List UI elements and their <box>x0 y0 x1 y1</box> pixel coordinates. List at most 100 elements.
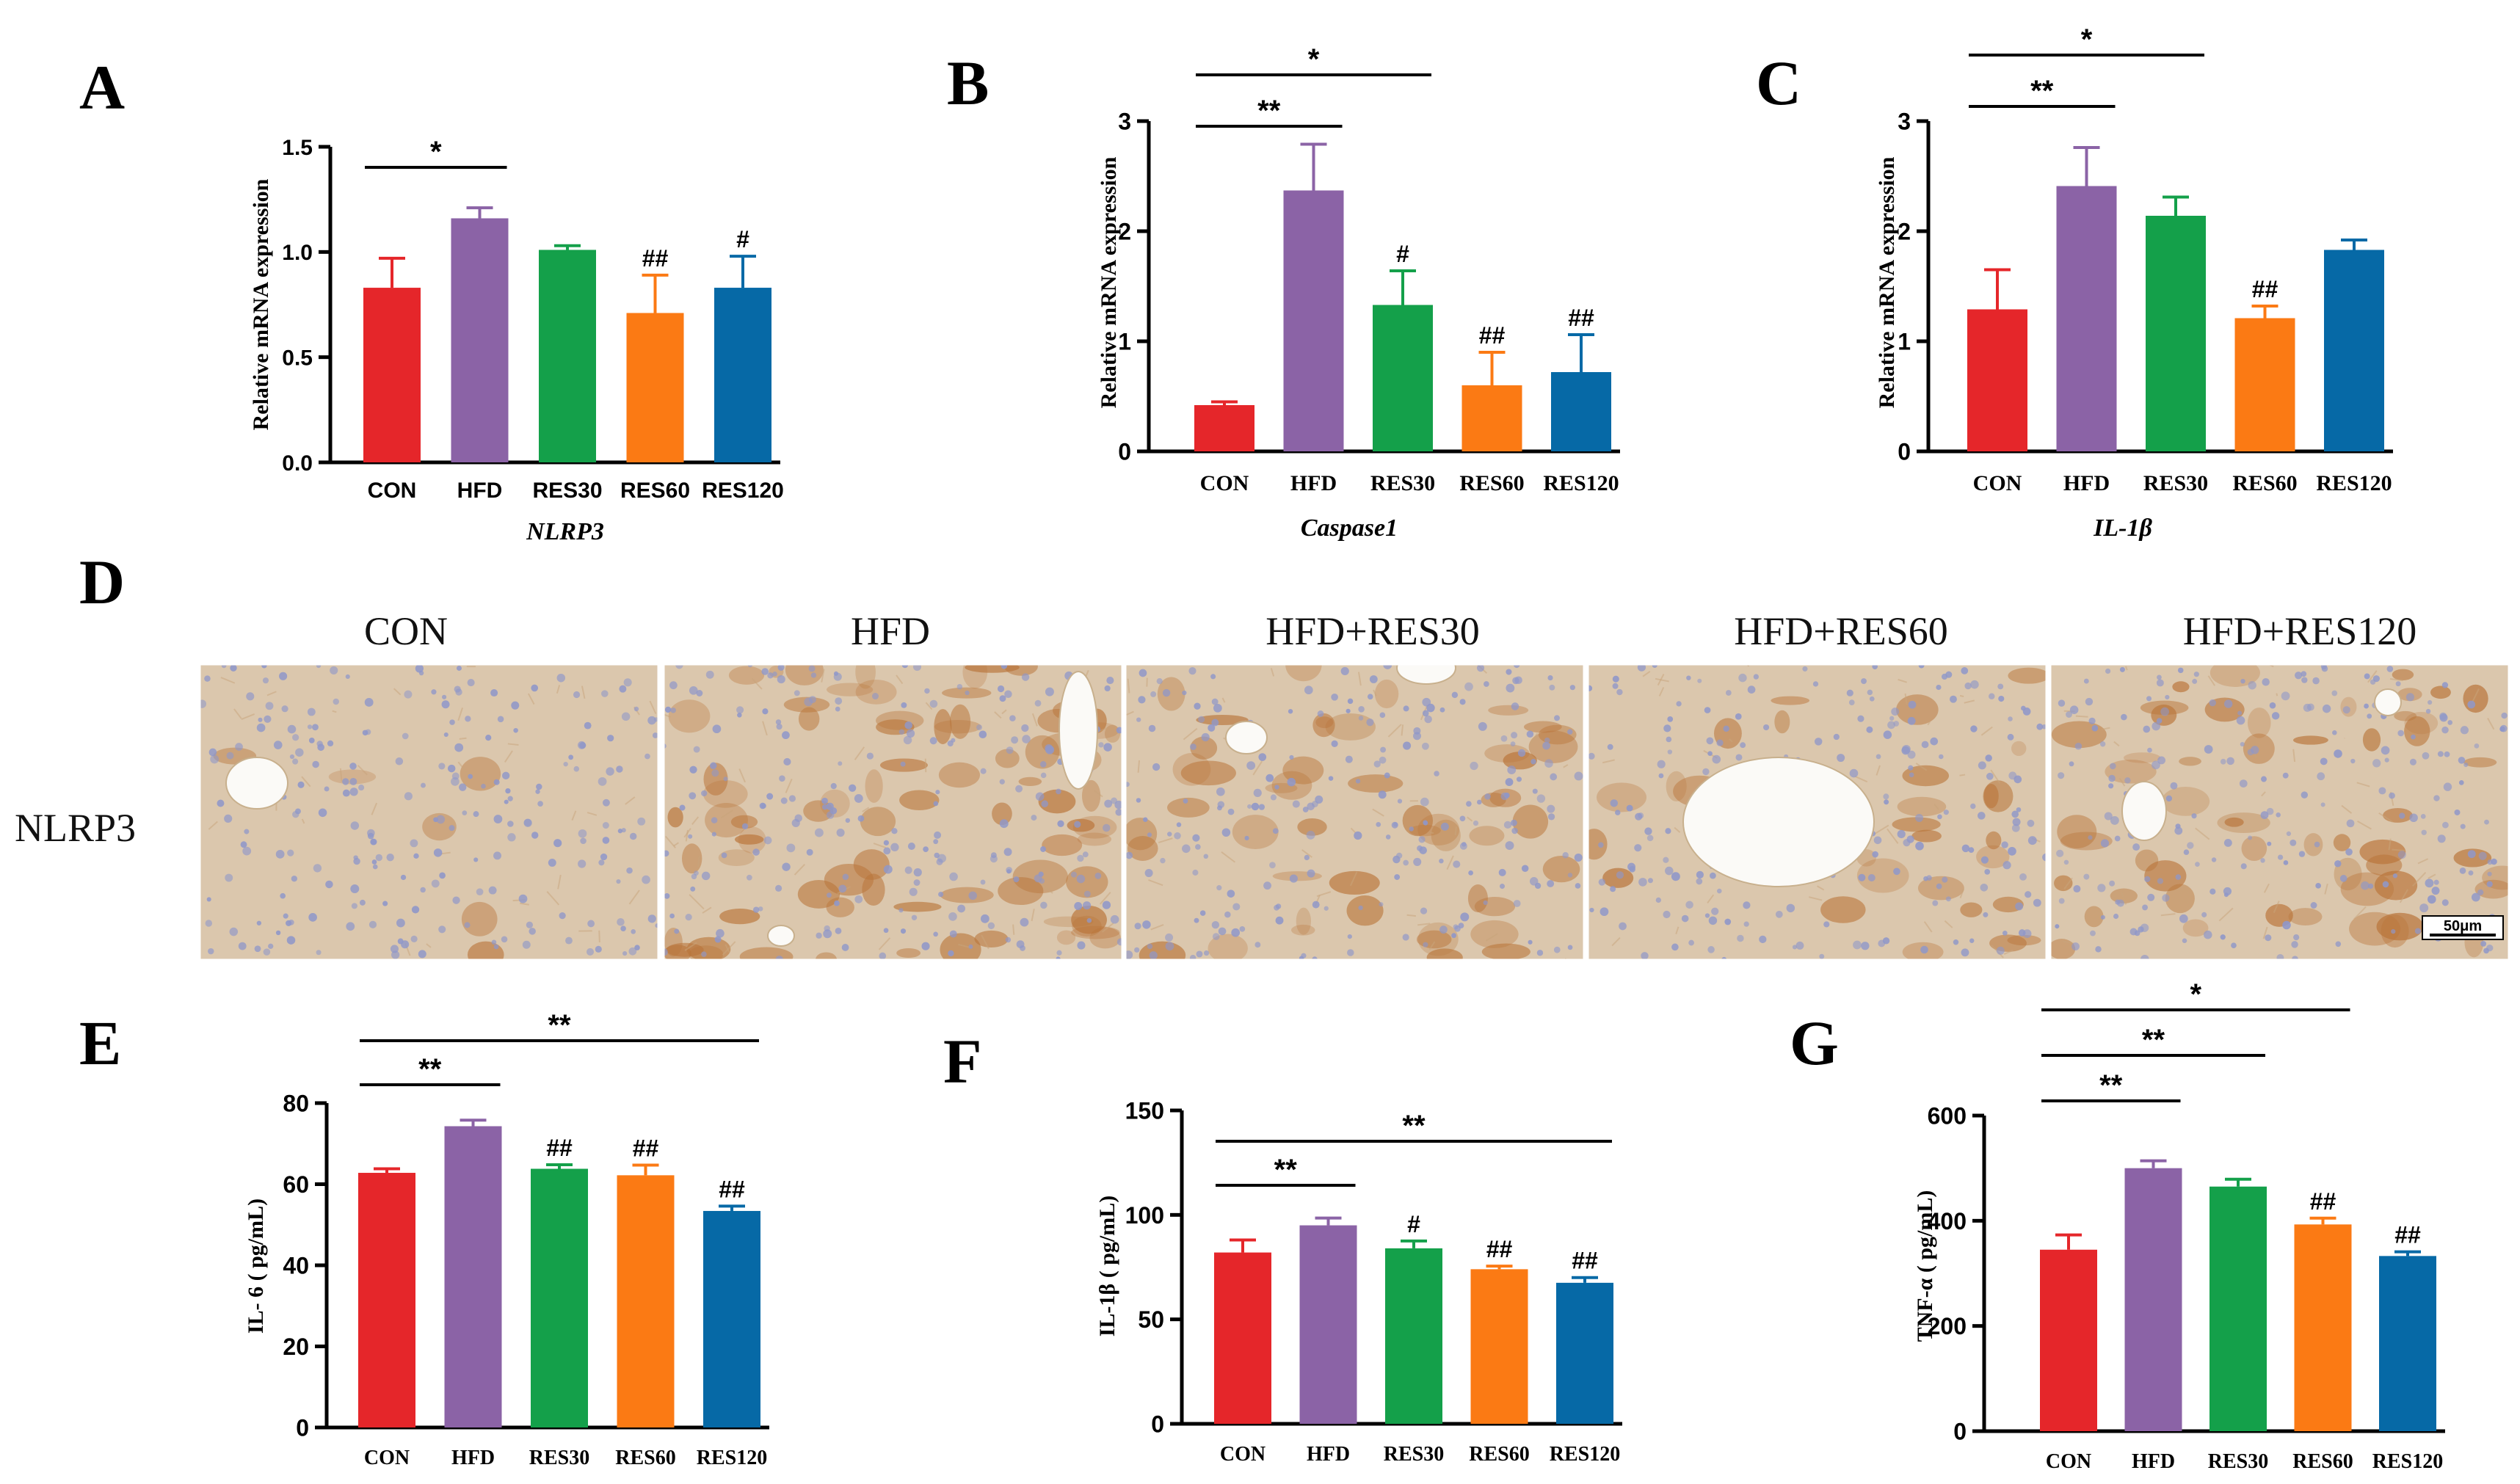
panel-f-letter: F <box>943 1026 982 1096</box>
panel-g-category-label-res30: RES30 <box>2208 1450 2268 1473</box>
panel-b-bar-res60 <box>1461 385 1522 451</box>
panel-f-significance-mark-res30: # <box>1407 1211 1420 1237</box>
panel-e-category-label-res30: RES30 <box>529 1447 589 1469</box>
panel-c-category-label-res60: RES60 <box>2232 471 2297 495</box>
panel-c-significance-label: ** <box>2030 75 2054 107</box>
panel-b-x-axis-label: Caspase1 <box>1301 514 1398 542</box>
panel-b-bar-res120 <box>1551 372 1611 451</box>
panel-a-y-tick-label: 1.0 <box>282 241 313 265</box>
panel-f-bar-hfd <box>1299 1225 1357 1424</box>
panel-c-y-tick-label: 1 <box>1898 329 1911 355</box>
panel-a-bar-hfd <box>451 218 509 462</box>
panel-e-y-tick-label: 60 <box>283 1171 309 1198</box>
panel-a-letter: A <box>79 52 125 123</box>
histology-panel-d: D NLRP3 CON HFD HFD+RES30 HFD+RES60 HFD+… <box>15 547 2510 961</box>
panel-b-bar-con <box>1194 405 1254 451</box>
panel-f-y-tick-label: 50 <box>1138 1306 1164 1333</box>
panel-b-category-label-res30: RES30 <box>1370 471 1435 495</box>
histology-column-label-hfd-res60: HFD+RES60 <box>1734 609 1948 653</box>
panel-g-y-axis-label: TNF-α ( pg/mL) <box>1913 1190 1937 1342</box>
panel-e-significance-mark-res30: ## <box>546 1135 573 1161</box>
panel-c-y-tick-label: 2 <box>1898 219 1911 245</box>
panel-c-y-tick-label: 3 <box>1898 109 1911 135</box>
panel-c-category-label-res30: RES30 <box>2143 471 2208 495</box>
histology-column-label-con: CON <box>364 609 448 653</box>
panel-e-significance-label: ** <box>548 1009 571 1041</box>
histology-column-label-hfd-res120: HFD+RES120 <box>2183 609 2417 653</box>
panel-a-y-tick-label: 0.5 <box>282 346 313 370</box>
panel-f-category-label-hfd: HFD <box>1307 1443 1350 1466</box>
panel-g-bar-res60 <box>2294 1224 2352 1431</box>
micrograph-hfd <box>664 664 1122 960</box>
panel-a-y-tick-label: 1.5 <box>282 136 313 160</box>
panel-g-bar-con <box>2040 1249 2097 1431</box>
panel-c-bar-res30 <box>2146 216 2206 451</box>
panel-c-y-axis-label: Relative mRNA expression <box>1875 156 1899 408</box>
panel-c-category-label-res120: RES120 <box>2316 471 2392 495</box>
panel-a-bar-con <box>363 288 421 462</box>
panel-b-significance-mark-res30: # <box>1396 241 1409 267</box>
panel-g-significance-label: * <box>2190 978 2201 1011</box>
panel-b-y-axis-label: Relative mRNA expression <box>1097 156 1121 408</box>
micrograph-hfd-res60 <box>1588 664 2047 960</box>
panel-a-category-label-res60: RES60 <box>620 479 690 503</box>
panel-e-category-label-con: CON <box>364 1447 410 1469</box>
micrograph-tiles <box>198 663 2510 961</box>
panel-b-bar-res30 <box>1373 305 1433 451</box>
panel-a-significance-label: * <box>430 136 442 168</box>
panel-a-category-label-hfd: HFD <box>457 479 503 503</box>
panel-a-bar-res30 <box>539 250 596 462</box>
panel-c-category-label-hfd: HFD <box>2063 471 2110 495</box>
panel-f-category-label-res60: RES60 <box>1469 1443 1529 1466</box>
panel-g-bar-res30 <box>2209 1186 2267 1431</box>
panel-f-category-label-res120: RES120 <box>1550 1443 1620 1466</box>
panel-e-category-label-res120: RES120 <box>697 1447 767 1469</box>
panel-e-bar-res120 <box>703 1210 760 1427</box>
panel-f-bar-res120 <box>1556 1282 1613 1424</box>
panel-b-y-tick-label: 3 <box>1118 109 1131 135</box>
panel-f-y-tick-label: 0 <box>1151 1411 1164 1438</box>
chart-panel-c: C 0 1 2 3 Relative mRNA expression IL-1β CON HFD… <box>1756 23 2393 542</box>
panel-f-significance-label: ** <box>1274 1154 1298 1186</box>
panel-g-significance-label: ** <box>2099 1069 2123 1102</box>
panel-g-y-tick-label: 200 <box>1928 1313 1967 1339</box>
chart-panel-e: E 0 20 40 60 80 IL- 6 ( pg/mL) CON HFD RES30 RES60… <box>79 1008 769 1469</box>
panel-e-y-tick-label: 40 <box>283 1253 309 1279</box>
panel-g-letter: G <box>1790 1008 1839 1078</box>
chart-panel-b: B 0 1 2 3 Relative mRNA expression Caspase1 CON… <box>947 43 1620 542</box>
panel-e-y-tick-label: 20 <box>283 1334 309 1360</box>
panel-e-y-tick-label: 0 <box>296 1415 309 1441</box>
panel-b-category-label-con: CON <box>1200 471 1249 495</box>
panel-a-category-label-res120: RES120 <box>702 479 784 503</box>
panel-e-significance-label: ** <box>418 1053 442 1085</box>
panel-e-letter: E <box>79 1008 121 1078</box>
panel-e-y-tick-label: 80 <box>283 1091 309 1117</box>
panel-e-bar-hfd <box>444 1126 502 1427</box>
panel-a-y-tick-label: 0.0 <box>282 451 313 476</box>
panel-a-category-label-con: CON <box>368 479 417 503</box>
panel-g-category-label-con: CON <box>2046 1450 2091 1473</box>
chart-panel-f: F 0 50 100 150 IL-1β ( pg/mL) CON HFD RES30 RES60… <box>943 1026 1622 1466</box>
panel-b-significance-label: * <box>1308 43 1320 76</box>
panel-e-significance-mark-res60: ## <box>633 1135 659 1162</box>
panel-a-bar-res120 <box>714 288 771 462</box>
panel-f-bar-res60 <box>1470 1269 1528 1424</box>
panel-g-y-tick-label: 0 <box>1953 1419 1967 1445</box>
panel-g-significance-label: ** <box>2142 1024 2165 1056</box>
panel-a-bar-res60 <box>626 313 684 462</box>
panel-g-category-label-res120: RES120 <box>2372 1450 2443 1473</box>
panel-g-significance-mark-res120: ## <box>2394 1222 2421 1248</box>
panel-e-category-label-res60: RES60 <box>615 1447 675 1469</box>
panel-b-significance-mark-res60: ## <box>1479 322 1506 349</box>
panel-c-bar-con <box>1967 309 2027 451</box>
panel-c-significance-label: * <box>2081 23 2093 56</box>
panel-f-significance-mark-res120: ## <box>1572 1248 1598 1274</box>
panel-e-bar-res30 <box>531 1168 588 1427</box>
panel-e-significance-mark-res120: ## <box>719 1176 745 1202</box>
panel-c-bar-res120 <box>2324 250 2384 451</box>
panel-f-significance-label: ** <box>1402 1110 1426 1142</box>
panel-b-significance-mark-res120: ## <box>1568 305 1594 331</box>
panel-a-x-axis-label: NLRP3 <box>526 518 604 545</box>
panel-b-y-tick-label: 0 <box>1118 439 1131 465</box>
